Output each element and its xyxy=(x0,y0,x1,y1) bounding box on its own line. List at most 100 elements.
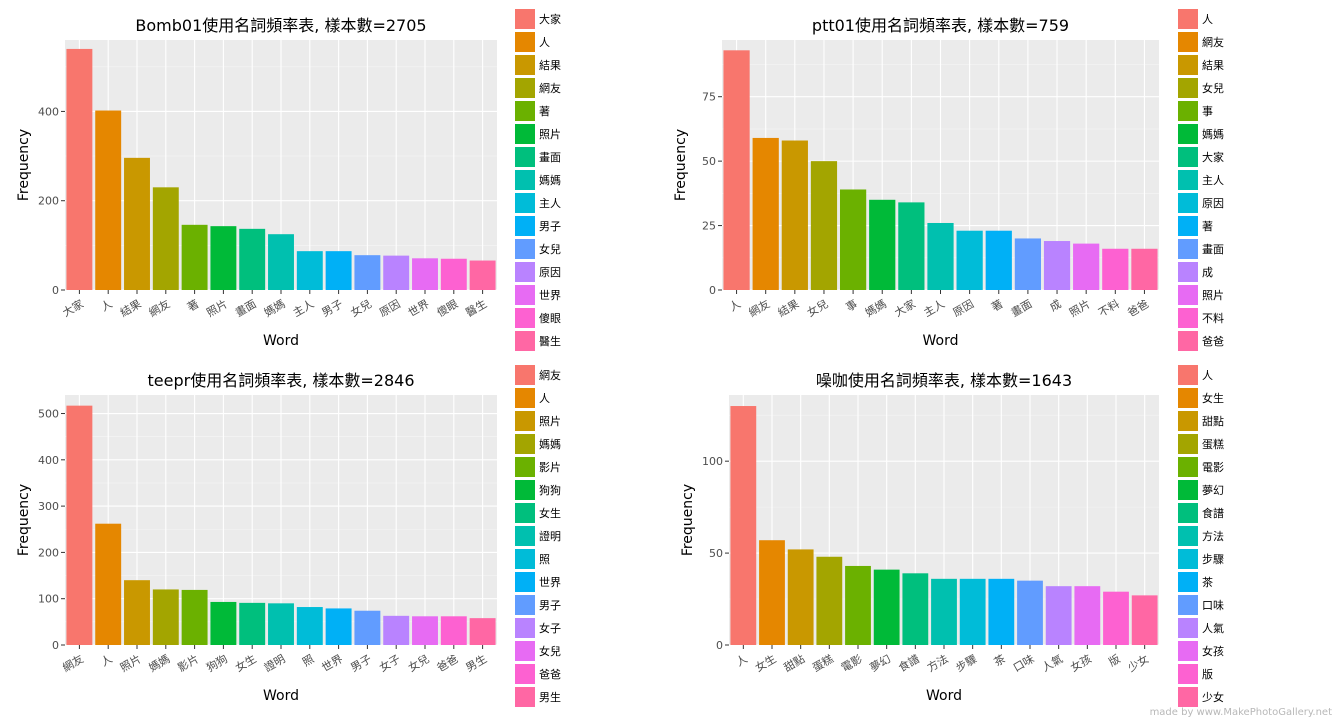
y-axis-title: Frequency xyxy=(16,484,32,556)
x-tick-label: 世界 xyxy=(320,652,346,674)
x-tick-label: 媽媽 xyxy=(261,296,287,319)
legend-key xyxy=(515,9,535,29)
bar-茶 xyxy=(988,578,1015,645)
legend-key xyxy=(515,285,535,305)
bar-大家 xyxy=(898,202,925,290)
bar-爸爸 xyxy=(440,616,467,645)
legend-label: 女生 xyxy=(1202,391,1224,405)
legend-key xyxy=(1178,9,1198,29)
bar-狗狗 xyxy=(210,601,237,645)
legend-label: 網友 xyxy=(539,81,561,95)
legend-key xyxy=(1178,549,1198,569)
bar-女兒 xyxy=(354,255,381,290)
legend-label: 男子 xyxy=(539,599,561,612)
legend-key xyxy=(515,216,535,236)
x-tick-label: 女兒 xyxy=(348,296,374,319)
y-tick-label: 0 xyxy=(52,284,59,297)
legend-key xyxy=(515,101,535,121)
bar-影片 xyxy=(181,589,208,645)
legend-label: 世界 xyxy=(539,289,561,302)
legend-label: 不料 xyxy=(1202,311,1224,325)
bar-醫生 xyxy=(469,260,496,290)
chart-panel-2: 0255075人 網友 結果 女兒事媽媽 大家 主人 原因著畫面成照片 不料 爸爸WordFre… xyxy=(673,9,1224,351)
y-tick-label: 300 xyxy=(38,500,59,513)
legend-key xyxy=(515,434,535,454)
legend-key xyxy=(1178,216,1198,236)
legend-key xyxy=(515,308,535,328)
legend-label: 爸爸 xyxy=(539,668,561,681)
legend-label: 世界 xyxy=(539,576,561,589)
x-tick-label: 人 xyxy=(99,297,115,314)
legend-key xyxy=(1178,434,1198,454)
legend-label: 事 xyxy=(1202,105,1213,118)
legend-label: 醫生 xyxy=(539,334,561,348)
x-tick-label: 夢幻 xyxy=(868,652,894,674)
x-tick-label: 男子 xyxy=(320,297,346,319)
legend-key xyxy=(1178,411,1198,431)
bar-女兒 xyxy=(810,161,838,290)
x-tick-label: 男子 xyxy=(348,652,374,674)
y-tick-label: 0 xyxy=(52,639,59,652)
x-tick-label: 人 xyxy=(99,652,115,669)
x-tick-label: 大家 xyxy=(60,296,86,319)
legend-label: 人 xyxy=(539,392,550,405)
legend-key xyxy=(1178,595,1198,615)
x-tick-label: 爸爸 xyxy=(1125,297,1151,319)
x-tick-label: 蛋糕 xyxy=(810,651,836,674)
bar-網友 xyxy=(66,405,93,645)
x-tick-label: 傻眼 xyxy=(435,297,461,319)
y-tick-label: 25 xyxy=(702,220,716,233)
legend-key xyxy=(515,193,535,213)
legend-key xyxy=(1178,101,1198,121)
x-tick-label: 事 xyxy=(844,297,860,314)
legend-key xyxy=(1178,365,1198,385)
x-tick-label: 主人 xyxy=(291,297,317,319)
legend-key xyxy=(515,549,535,569)
legend-key xyxy=(1178,32,1198,52)
legend-key xyxy=(515,55,535,75)
legend-label: 畫面 xyxy=(539,150,561,164)
legend-label: 男生 xyxy=(539,690,561,704)
y-tick-label: 100 xyxy=(702,455,723,468)
legend-key xyxy=(1178,457,1198,477)
legend-label: 食譜 xyxy=(1202,506,1224,520)
legend-label: 少女 xyxy=(1202,690,1224,704)
legend-key xyxy=(515,526,535,546)
bar-食譜 xyxy=(902,573,929,645)
x-tick-label: 方法 xyxy=(924,651,950,674)
bar-男子 xyxy=(354,610,381,645)
legend-label: 爸爸 xyxy=(1202,335,1224,348)
legend-label: 女孩 xyxy=(1202,644,1224,658)
legend-label: 原因 xyxy=(1202,197,1224,210)
bar-主人 xyxy=(927,222,954,290)
legend-label: 照 xyxy=(539,553,550,566)
bar-版 xyxy=(1103,591,1129,645)
legend-key xyxy=(1178,124,1198,144)
legend-label: 照片 xyxy=(539,128,561,141)
legend-label: 主人 xyxy=(1202,174,1224,187)
legend-label: 畫面 xyxy=(1202,242,1224,256)
legend-label: 結果 xyxy=(539,58,561,72)
legend-label: 主人 xyxy=(539,197,561,210)
x-tick-label: 結果 xyxy=(117,296,143,319)
bar-媽媽 xyxy=(869,199,896,290)
x-tick-label: 原因 xyxy=(951,297,977,319)
chart-title: ptt01使用名詞頻率表, 樣本數=759 xyxy=(812,16,1069,35)
legend-key xyxy=(515,457,535,477)
y-tick-label: 400 xyxy=(38,105,59,118)
bar-少女 xyxy=(1131,595,1158,645)
bar-結果 xyxy=(781,140,808,290)
bar-媽媽 xyxy=(152,589,179,645)
legend-key xyxy=(515,262,535,282)
y-tick-label: 200 xyxy=(38,195,59,208)
x-tick-label: 人氣 xyxy=(1039,651,1065,674)
bar-女生 xyxy=(239,602,266,645)
legend-key xyxy=(515,78,535,98)
bar-原因 xyxy=(956,230,983,290)
bar-電影 xyxy=(845,565,871,645)
legend-key xyxy=(1178,687,1198,707)
bar-事 xyxy=(839,189,867,290)
bar-成 xyxy=(1043,241,1071,290)
legend-label: 傻眼 xyxy=(539,312,561,325)
